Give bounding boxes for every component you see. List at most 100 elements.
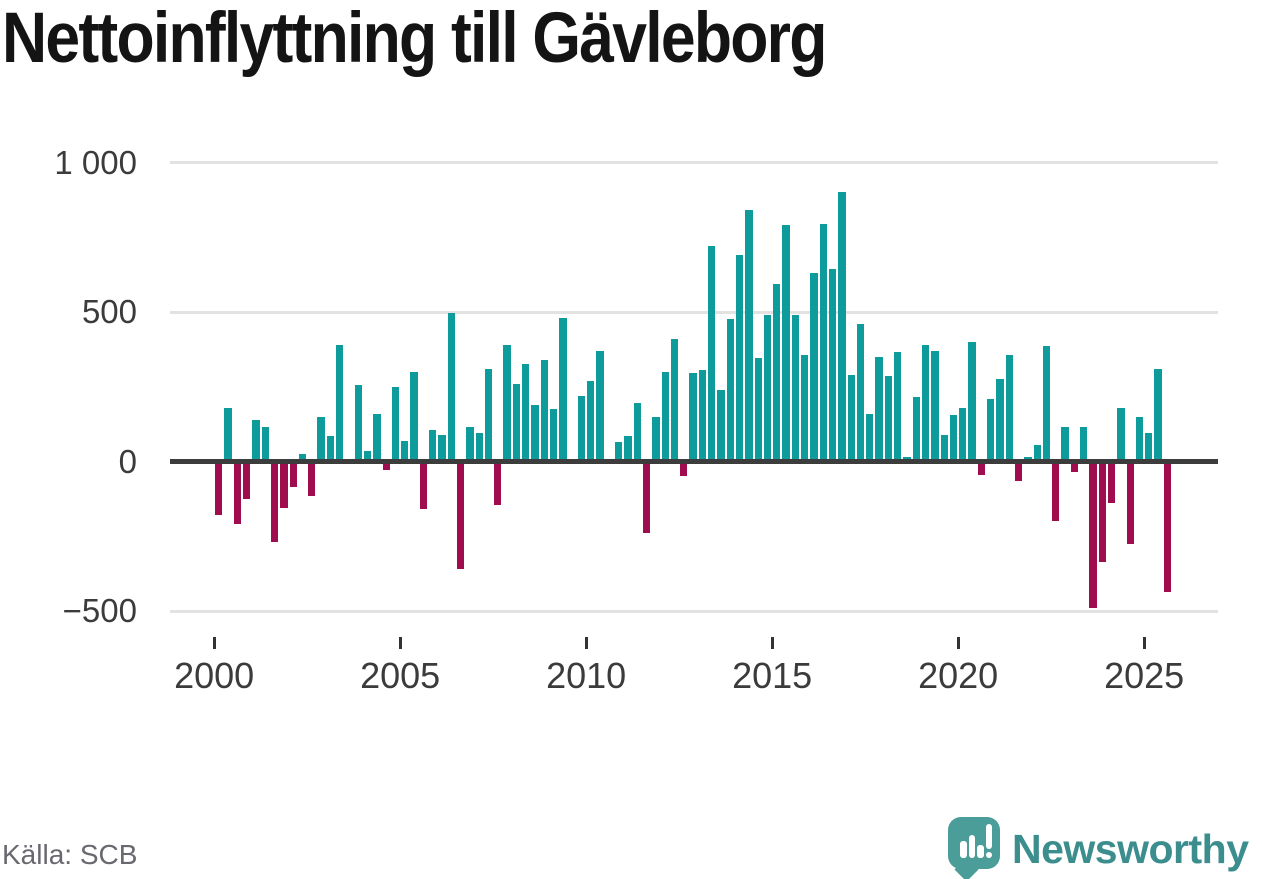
bar-2011Q2 <box>633 403 641 462</box>
bar-2016Q3 <box>828 268 837 462</box>
bar-2007Q2 <box>484 368 493 462</box>
bar-2023Q2 <box>1080 427 1088 462</box>
bar-2002Q3 <box>308 461 316 496</box>
bar-2013Q2 <box>708 246 716 462</box>
bar-2015Q4 <box>801 355 809 462</box>
bar-2023Q3 <box>1089 461 1097 608</box>
bar-2017Q3 <box>866 413 874 462</box>
gridline--500 <box>170 609 1218 613</box>
x-axis-tick-2000 <box>212 637 216 649</box>
bar-2008Q2 <box>522 364 530 462</box>
bar-2006Q4 <box>466 427 474 462</box>
bar-2010Q2 <box>596 350 604 462</box>
bar-2001Q3 <box>270 461 279 543</box>
bar-2002Q2 <box>298 454 307 462</box>
x-axis-label-2025: 2025 <box>1104 655 1185 696</box>
bar-2014Q4 <box>763 314 772 462</box>
bar-2012Q3 <box>680 461 688 477</box>
bar-2003Q1 <box>326 436 335 462</box>
bar-2016Q2 <box>819 223 827 462</box>
x-axis-label-2010: 2010 <box>546 655 627 696</box>
bar-2010Q4 <box>615 442 623 462</box>
bar-2012Q4 <box>689 373 697 462</box>
bar-2007Q4 <box>503 344 511 462</box>
bar-2009Q2 <box>559 317 567 462</box>
logo-chart-bar-icon <box>960 841 967 858</box>
bar-2020Q3 <box>977 461 986 475</box>
bar-2005Q2 <box>410 371 418 462</box>
bar-2024Q3 <box>1126 461 1134 544</box>
x-axis-tick-2005 <box>398 637 402 649</box>
x-axis-label-2015: 2015 <box>732 655 813 696</box>
bar-2011Q3 <box>642 461 651 534</box>
bar-2008Q1 <box>512 383 521 462</box>
chart-title: Nettoinflyttning till Gävleborg <box>2 0 827 78</box>
bar-2001Q4 <box>280 461 288 508</box>
bar-2012Q1 <box>661 371 669 462</box>
bar-2025Q3 <box>1163 461 1172 592</box>
gridline-500 <box>170 310 1218 314</box>
bar-2022Q3 <box>1052 461 1060 522</box>
bar-2003Q2 <box>336 344 344 462</box>
bar-2018Q4 <box>912 397 920 462</box>
bar-2004Q1 <box>363 451 372 462</box>
x-axis-label-2000: 2000 <box>174 655 255 696</box>
bar-2022Q1 <box>1033 445 1041 462</box>
bar-2021Q1 <box>996 379 1004 462</box>
bar-2017Q4 <box>875 356 883 462</box>
bar-2007Q3 <box>494 461 502 505</box>
logo-chart-bar-icon <box>968 835 975 858</box>
bar-2015Q1 <box>773 283 781 462</box>
x-axis-label-2005: 2005 <box>360 655 441 696</box>
bar-2017Q2 <box>856 323 865 462</box>
bar-2002Q1 <box>289 461 297 487</box>
y-axis-label-1000: 1 000 <box>54 143 137 181</box>
bar-2025Q1 <box>1145 433 1153 462</box>
bar-2001Q1 <box>252 419 260 462</box>
bar-2003Q4 <box>354 385 362 462</box>
bar-2017Q1 <box>847 374 855 462</box>
bar-2008Q4 <box>540 359 548 462</box>
newsworthy-logo: Newsworthy <box>948 817 1260 879</box>
x-axis-tick-2015 <box>770 637 774 649</box>
x-axis-tick-2020 <box>956 637 960 649</box>
bar-2007Q1 <box>475 433 483 462</box>
zero-axis-line <box>170 459 1218 464</box>
logo-chart-bar-icon <box>977 844 984 858</box>
bar-2014Q1 <box>735 255 744 462</box>
bar-2015Q3 <box>791 314 800 462</box>
logo-exclamation-icon <box>985 824 992 849</box>
bar-2008Q3 <box>531 404 539 462</box>
bar-2000Q1 <box>215 461 223 516</box>
bar-2009Q4 <box>577 395 586 462</box>
bar-2019Q3 <box>940 434 948 462</box>
bar-2024Q4 <box>1135 416 1144 462</box>
y-axis-label-0: 0 <box>118 442 137 480</box>
bar-2018Q1 <box>884 376 893 462</box>
bar-2013Q4 <box>726 319 734 462</box>
bar-2024Q1 <box>1107 461 1116 504</box>
bar-2010Q1 <box>587 380 595 462</box>
bar-2006Q1 <box>438 434 446 462</box>
bar-2014Q3 <box>754 358 762 462</box>
bar-2004Q2 <box>373 413 381 462</box>
newsworthy-wordmark: Newsworthy <box>1012 826 1249 872</box>
gridline-1000 <box>170 161 1218 164</box>
bar-2000Q3 <box>233 461 242 525</box>
bar-2001Q2 <box>261 427 269 462</box>
bar-2019Q1 <box>921 344 930 462</box>
bar-2013Q1 <box>698 370 707 462</box>
source-label: Källa: SCB <box>2 839 138 870</box>
bar-2014Q2 <box>745 210 753 462</box>
bar-2004Q4 <box>391 386 400 462</box>
bar-2000Q2 <box>224 407 232 462</box>
bar-2002Q4 <box>317 416 325 462</box>
bar-2012Q2 <box>670 338 679 462</box>
bar-2013Q3 <box>717 389 725 462</box>
bar-2025Q2 <box>1154 368 1162 462</box>
bar-2022Q2 <box>1042 346 1051 462</box>
bar-2011Q4 <box>652 416 660 462</box>
bar-2015Q2 <box>782 225 790 462</box>
bar-2011Q1 <box>624 436 632 462</box>
